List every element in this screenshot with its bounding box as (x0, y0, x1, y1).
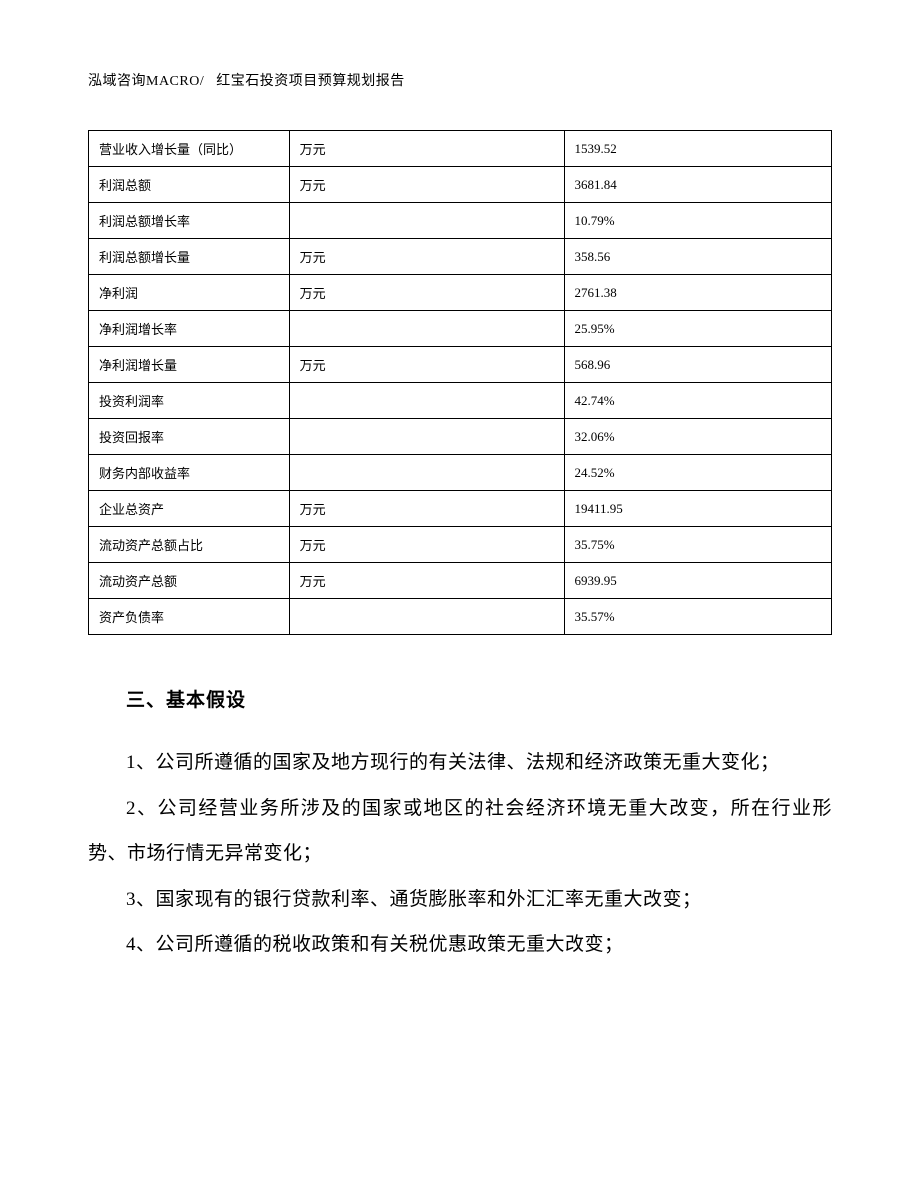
table-cell: 1539.52 (564, 131, 831, 167)
table-cell: 资产负债率 (89, 599, 290, 635)
table-cell: 25.95% (564, 311, 831, 347)
table-cell: 3681.84 (564, 167, 831, 203)
header-company: 泓域咨询MACRO/ (88, 74, 204, 89)
paragraph: 4、公司所遵循的税收政策和有关税优惠政策无重大改变； (88, 922, 832, 968)
table-row: 净利润增长率 25.95% (89, 311, 832, 347)
table-row: 利润总额增长率 10.79% (89, 203, 832, 239)
table-cell: 24.52% (564, 455, 831, 491)
paragraph: 3、国家现有的银行贷款利率、通货膨胀率和外汇汇率无重大改变； (88, 877, 832, 923)
table-row: 净利润增长量万元568.96 (89, 347, 832, 383)
table-cell: 净利润增长率 (89, 311, 290, 347)
table-cell: 流动资产总额占比 (89, 527, 290, 563)
table-row: 财务内部收益率 24.52% (89, 455, 832, 491)
table-cell: 32.06% (564, 419, 831, 455)
table-row: 资产负债率 35.57% (89, 599, 832, 635)
table-cell (289, 383, 564, 419)
header-title: 红宝石投资项目预算规划报告 (216, 74, 405, 89)
table-cell: 净利润 (89, 275, 290, 311)
table-cell: 358.56 (564, 239, 831, 275)
table-cell: 净利润增长量 (89, 347, 290, 383)
table-cell: 万元 (289, 275, 564, 311)
financial-data-table: 营业收入增长量（同比）万元1539.52利润总额万元3681.84利润总额增长率… (88, 130, 832, 635)
table-cell: 万元 (289, 131, 564, 167)
table-cell (289, 599, 564, 635)
table-cell: 企业总资产 (89, 491, 290, 527)
table-cell (289, 311, 564, 347)
table-cell: 万元 (289, 347, 564, 383)
page-container: 泓域咨询MACRO/ 红宝石投资项目预算规划报告 营业收入增长量（同比）万元15… (0, 0, 920, 1038)
table-cell: 万元 (289, 239, 564, 275)
table-cell: 42.74% (564, 383, 831, 419)
table-cell: 2761.38 (564, 275, 831, 311)
table-cell: 35.75% (564, 527, 831, 563)
table-row: 利润总额增长量万元358.56 (89, 239, 832, 275)
table-body: 营业收入增长量（同比）万元1539.52利润总额万元3681.84利润总额增长率… (89, 131, 832, 635)
paragraph: 1、公司所遵循的国家及地方现行的有关法律、法规和经济政策无重大变化； (88, 740, 832, 786)
table-cell (289, 455, 564, 491)
table-row: 投资利润率 42.74% (89, 383, 832, 419)
table-row: 营业收入增长量（同比）万元1539.52 (89, 131, 832, 167)
table-cell (289, 203, 564, 239)
section-title: 三、基本假设 (88, 685, 832, 712)
table-cell: 利润总额增长率 (89, 203, 290, 239)
table-cell: 10.79% (564, 203, 831, 239)
table-cell: 万元 (289, 563, 564, 599)
section-body: 1、公司所遵循的国家及地方现行的有关法律、法规和经济政策无重大变化；2、公司经营… (88, 740, 832, 968)
table-cell: 营业收入增长量（同比） (89, 131, 290, 167)
table-cell: 财务内部收益率 (89, 455, 290, 491)
table-cell: 万元 (289, 527, 564, 563)
table-cell: 利润总额 (89, 167, 290, 203)
table-cell: 投资利润率 (89, 383, 290, 419)
table-cell: 投资回报率 (89, 419, 290, 455)
table-cell: 35.57% (564, 599, 831, 635)
table-row: 企业总资产万元19411.95 (89, 491, 832, 527)
table-row: 流动资产总额万元6939.95 (89, 563, 832, 599)
table-cell: 6939.95 (564, 563, 831, 599)
table-row: 利润总额万元3681.84 (89, 167, 832, 203)
table-cell (289, 419, 564, 455)
table-cell: 流动资产总额 (89, 563, 290, 599)
table-row: 投资回报率 32.06% (89, 419, 832, 455)
table-row: 净利润万元2761.38 (89, 275, 832, 311)
table-cell: 万元 (289, 167, 564, 203)
table-cell: 19411.95 (564, 491, 831, 527)
table-cell: 568.96 (564, 347, 831, 383)
table-cell: 利润总额增长量 (89, 239, 290, 275)
table-cell: 万元 (289, 491, 564, 527)
paragraph: 2、公司经营业务所涉及的国家或地区的社会经济环境无重大改变，所在行业形势、市场行… (88, 786, 832, 877)
table-row: 流动资产总额占比万元35.75% (89, 527, 832, 563)
page-header: 泓域咨询MACRO/ 红宝石投资项目预算规划报告 (88, 70, 832, 90)
